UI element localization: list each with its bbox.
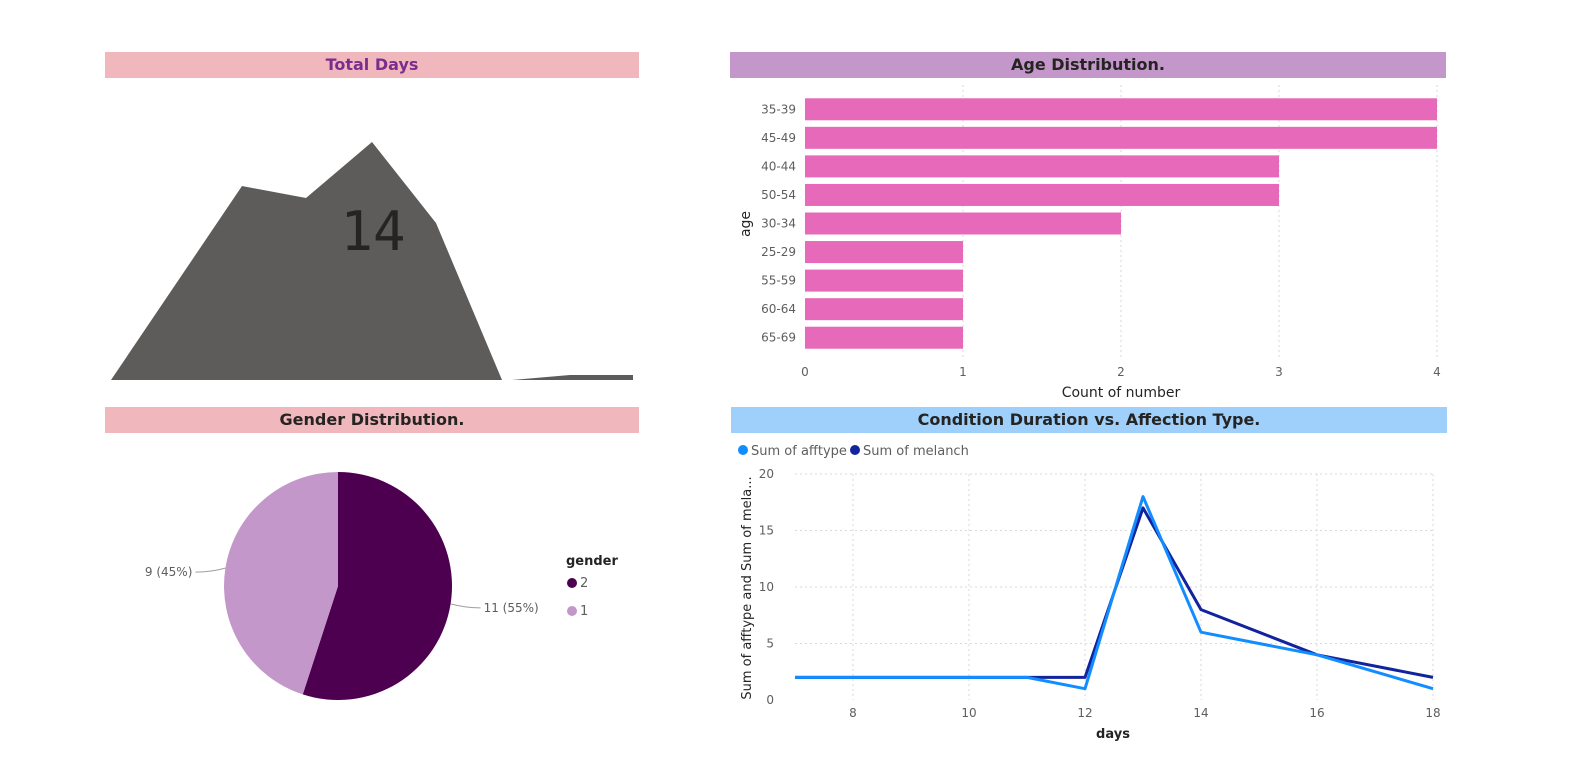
legend-marker [567, 578, 577, 588]
age-distribution-bar-chart: 0 1 2 3 4 35-39 45-49 40-44 50-54 30-34 25-29 55-59… [738, 85, 1441, 401]
age-distribution-title: Age Distribution. [730, 52, 1446, 78]
x-tick-label: 14 [1193, 706, 1208, 720]
legend-label: 1 [580, 604, 588, 619]
x-axis-title: Count of number [1062, 385, 1181, 401]
total-days-area-chart [111, 142, 633, 380]
total-days-title: Total Days [105, 52, 639, 78]
bar [805, 298, 963, 321]
pie-data-label: 9 (45%) [145, 565, 192, 579]
y-axis-title: Sum of afftype and Sum of mela... [740, 476, 755, 699]
x-tick-label: 3 [1275, 365, 1283, 379]
y-tick-label: 55-59 [761, 274, 796, 288]
legend-label: 2 [580, 576, 588, 591]
y-tick-label: 15 [759, 524, 774, 538]
condition-duration-line-chart: 0 5 10 15 20 8 10 12 14 16 18 Sum of afftype Sum of … [738, 444, 1441, 742]
y-tick-label: 60-64 [761, 302, 796, 316]
x-tick-label: 18 [1425, 706, 1440, 720]
pie-leader-line [450, 603, 481, 609]
y-tick-label: 65-69 [761, 331, 796, 345]
x-tick-label: 2 [1117, 365, 1125, 379]
x-tick-label: 8 [849, 706, 857, 720]
area-series-main [111, 142, 502, 380]
legend-label: Sum of afftype [751, 444, 847, 459]
y-axis-title: age [738, 211, 754, 237]
gender-distribution-pie-chart: 11 (55%) 9 (45%) gender 2 1 [145, 472, 619, 700]
y-tick-label: 50-54 [761, 188, 796, 202]
legend-label: Sum of melanch [863, 444, 969, 459]
bar [805, 126, 1437, 149]
bar [805, 269, 963, 292]
pie-slice [302, 472, 452, 700]
x-tick-label: 10 [961, 706, 976, 720]
bar [805, 241, 963, 264]
legend-marker [738, 445, 748, 455]
bar [805, 183, 1279, 206]
x-tick-label: 1 [959, 365, 967, 379]
pie-leader-line [195, 567, 226, 573]
x-tick-label: 0 [801, 365, 809, 379]
line-series [795, 495, 1434, 691]
y-tick-label: 20 [759, 467, 774, 481]
legend-marker [850, 445, 860, 455]
y-tick-label: 45-49 [761, 131, 796, 145]
y-tick-label: 35-39 [761, 102, 796, 116]
condition-duration-title: Condition Duration vs. Affection Type. [731, 407, 1447, 433]
pie-slice [223, 472, 338, 695]
gender-distribution-title: Gender Distribution. [105, 407, 639, 433]
y-tick-label: 25-29 [761, 245, 796, 259]
x-tick-label: 4 [1433, 365, 1441, 379]
bar [805, 155, 1279, 178]
area-series-tail [512, 375, 633, 380]
pie-data-label: 11 (55%) [484, 601, 539, 615]
y-tick-label: 10 [759, 580, 774, 594]
total-days-value: 14 [340, 200, 405, 263]
bar [805, 212, 1121, 235]
bar [805, 326, 963, 349]
legend-marker [567, 606, 577, 616]
y-tick-label: 40-44 [761, 159, 796, 173]
x-tick-label: 16 [1309, 706, 1324, 720]
y-tick-label: 0 [766, 693, 774, 707]
x-axis-title: days [1096, 727, 1130, 742]
y-tick-label: 5 [766, 637, 774, 651]
legend-title: gender [566, 554, 619, 569]
x-tick-label: 12 [1077, 706, 1092, 720]
bar [805, 98, 1437, 121]
y-tick-label: 30-34 [761, 217, 796, 231]
